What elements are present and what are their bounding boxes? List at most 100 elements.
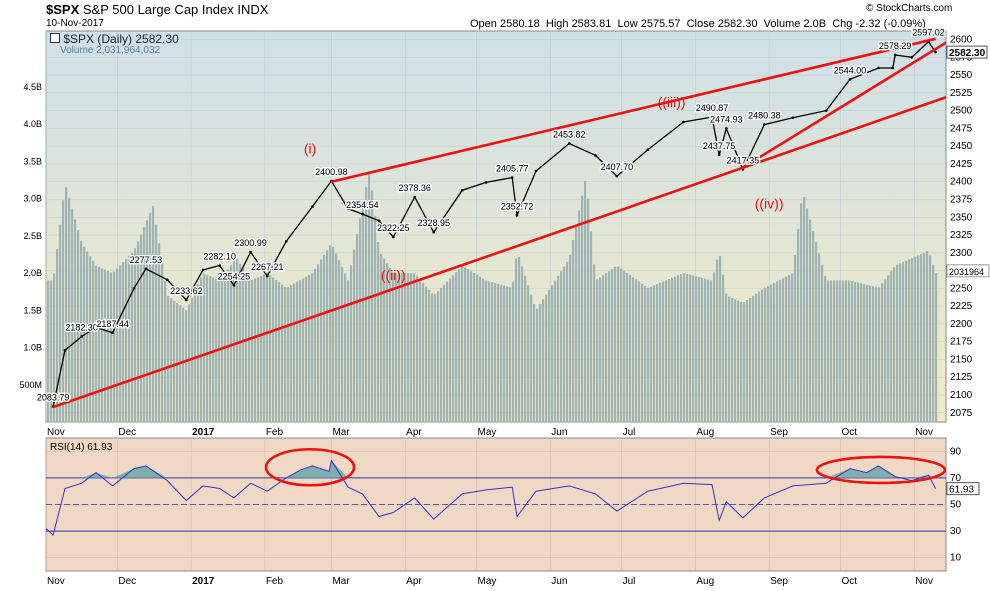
volume-bar bbox=[860, 283, 863, 422]
volume-bar bbox=[593, 264, 596, 422]
volume-bar bbox=[659, 282, 662, 422]
x-tick-label-bottom: Feb bbox=[266, 576, 284, 587]
volume-bar bbox=[344, 273, 347, 422]
volume-bar bbox=[713, 272, 716, 422]
price-annotation-label: 2578.29 bbox=[879, 41, 912, 51]
volume-tick-label: 3.0B bbox=[23, 194, 42, 204]
volume-tick-label: 1.0B bbox=[23, 343, 42, 353]
price-annotation-label: 2328.95 bbox=[417, 218, 450, 228]
rsi-overbought-fill bbox=[46, 460, 936, 478]
volume-bar bbox=[689, 274, 692, 422]
price-tick-label: 2375 bbox=[950, 194, 973, 205]
volume-bar bbox=[653, 285, 656, 422]
price-annotation-label: 2182.30 bbox=[65, 322, 98, 332]
volume-bar bbox=[311, 273, 314, 422]
volume-bar bbox=[158, 243, 161, 422]
price-tick-label: 2300 bbox=[950, 248, 973, 259]
volume-bar bbox=[467, 269, 470, 422]
volume-bar bbox=[473, 272, 476, 422]
price-point bbox=[682, 120, 685, 124]
volume-bar bbox=[911, 258, 914, 422]
volume-bar bbox=[917, 255, 920, 422]
volume-bar bbox=[761, 289, 764, 422]
x-tick-label-top: Dec bbox=[118, 427, 136, 438]
volume-bar bbox=[575, 225, 578, 422]
volume-bar bbox=[608, 271, 611, 422]
volume-bar bbox=[707, 279, 710, 422]
volume-bar bbox=[77, 230, 80, 422]
volume-bar bbox=[851, 281, 854, 422]
volume-bar bbox=[584, 180, 587, 422]
price-point bbox=[717, 153, 721, 157]
index-name: S&P 500 Large Cap Index bbox=[82, 2, 234, 17]
x-tick-label-bottom: Oct bbox=[841, 576, 857, 587]
wave-label: ((ii)) bbox=[381, 267, 406, 283]
volume-tick-label: 500M bbox=[19, 380, 42, 390]
price-annotation-label: 2474.93 bbox=[710, 114, 743, 124]
volume-bar bbox=[782, 278, 785, 422]
volume-bar bbox=[863, 284, 866, 422]
price-point bbox=[484, 181, 488, 184]
price-annotation-label: 2544.00 bbox=[834, 65, 867, 75]
volume-bar bbox=[848, 280, 851, 422]
volume-bar bbox=[515, 258, 518, 422]
volume-bar bbox=[872, 286, 875, 422]
price-tick-label: 2175 bbox=[950, 337, 973, 348]
volume-bar bbox=[677, 275, 680, 422]
low-value: 2575.57 bbox=[640, 18, 681, 30]
price-point bbox=[311, 205, 314, 208]
volume-bar bbox=[536, 308, 539, 422]
volume-bar bbox=[278, 282, 281, 422]
price-point bbox=[763, 123, 766, 126]
volume-bar bbox=[185, 310, 188, 422]
change-value: -2.32 (-0.09%) bbox=[855, 18, 926, 30]
exchange: INDX bbox=[237, 2, 269, 17]
price-annotation-label: 2407.70 bbox=[601, 162, 634, 172]
price-annotation-label: 2083.79 bbox=[37, 393, 70, 403]
price-point bbox=[432, 230, 436, 234]
volume-bar bbox=[149, 213, 152, 422]
volume-bar bbox=[824, 275, 827, 422]
volume-bar bbox=[365, 187, 368, 422]
volume-bar bbox=[302, 278, 305, 422]
volume-bar bbox=[554, 280, 557, 422]
price-point bbox=[346, 207, 350, 211]
volume-bar bbox=[638, 281, 641, 422]
volume-bar bbox=[479, 276, 482, 422]
volume-bar bbox=[125, 259, 128, 422]
volume-bar bbox=[212, 277, 215, 422]
volume-bar bbox=[617, 266, 620, 422]
volume-bar bbox=[188, 304, 191, 422]
volume-bar bbox=[821, 264, 824, 422]
volume-bar bbox=[548, 289, 551, 422]
rsi-legend: RSI(14) 61.93 bbox=[50, 442, 113, 453]
rsi-highlight-ellipse bbox=[264, 447, 356, 487]
price-point bbox=[63, 348, 67, 352]
volume-bar bbox=[731, 297, 734, 422]
x-tick-label-bottom: May bbox=[478, 576, 497, 587]
price-point bbox=[377, 219, 381, 223]
volume-bar bbox=[815, 242, 818, 422]
volume-bar bbox=[845, 280, 848, 422]
price-annotation-label: 2300.99 bbox=[234, 238, 267, 248]
price-point bbox=[232, 284, 236, 287]
x-tick-label-bottom: Dec bbox=[118, 576, 136, 587]
volume-bar bbox=[881, 283, 884, 422]
volume-bar bbox=[797, 229, 800, 422]
volume-bar bbox=[122, 262, 125, 422]
volume-bar bbox=[65, 187, 68, 422]
price-tick-label: 2075 bbox=[950, 408, 973, 419]
x-tick-label-bottom: Aug bbox=[696, 576, 714, 587]
volume-bar bbox=[416, 275, 419, 422]
rsi-tick-label: 30 bbox=[950, 526, 962, 537]
volume-bar bbox=[50, 280, 53, 422]
volume-bar bbox=[218, 280, 221, 422]
volume-bar bbox=[746, 300, 749, 422]
chart-title: $SPX S&P 500 Large Cap Index INDX bbox=[46, 2, 268, 17]
volume-bar bbox=[167, 295, 170, 422]
volume-bar bbox=[635, 279, 638, 422]
x-tick-label-bottom: Jul bbox=[623, 576, 636, 587]
volume-bar bbox=[461, 265, 464, 422]
volume-bar bbox=[905, 260, 908, 422]
